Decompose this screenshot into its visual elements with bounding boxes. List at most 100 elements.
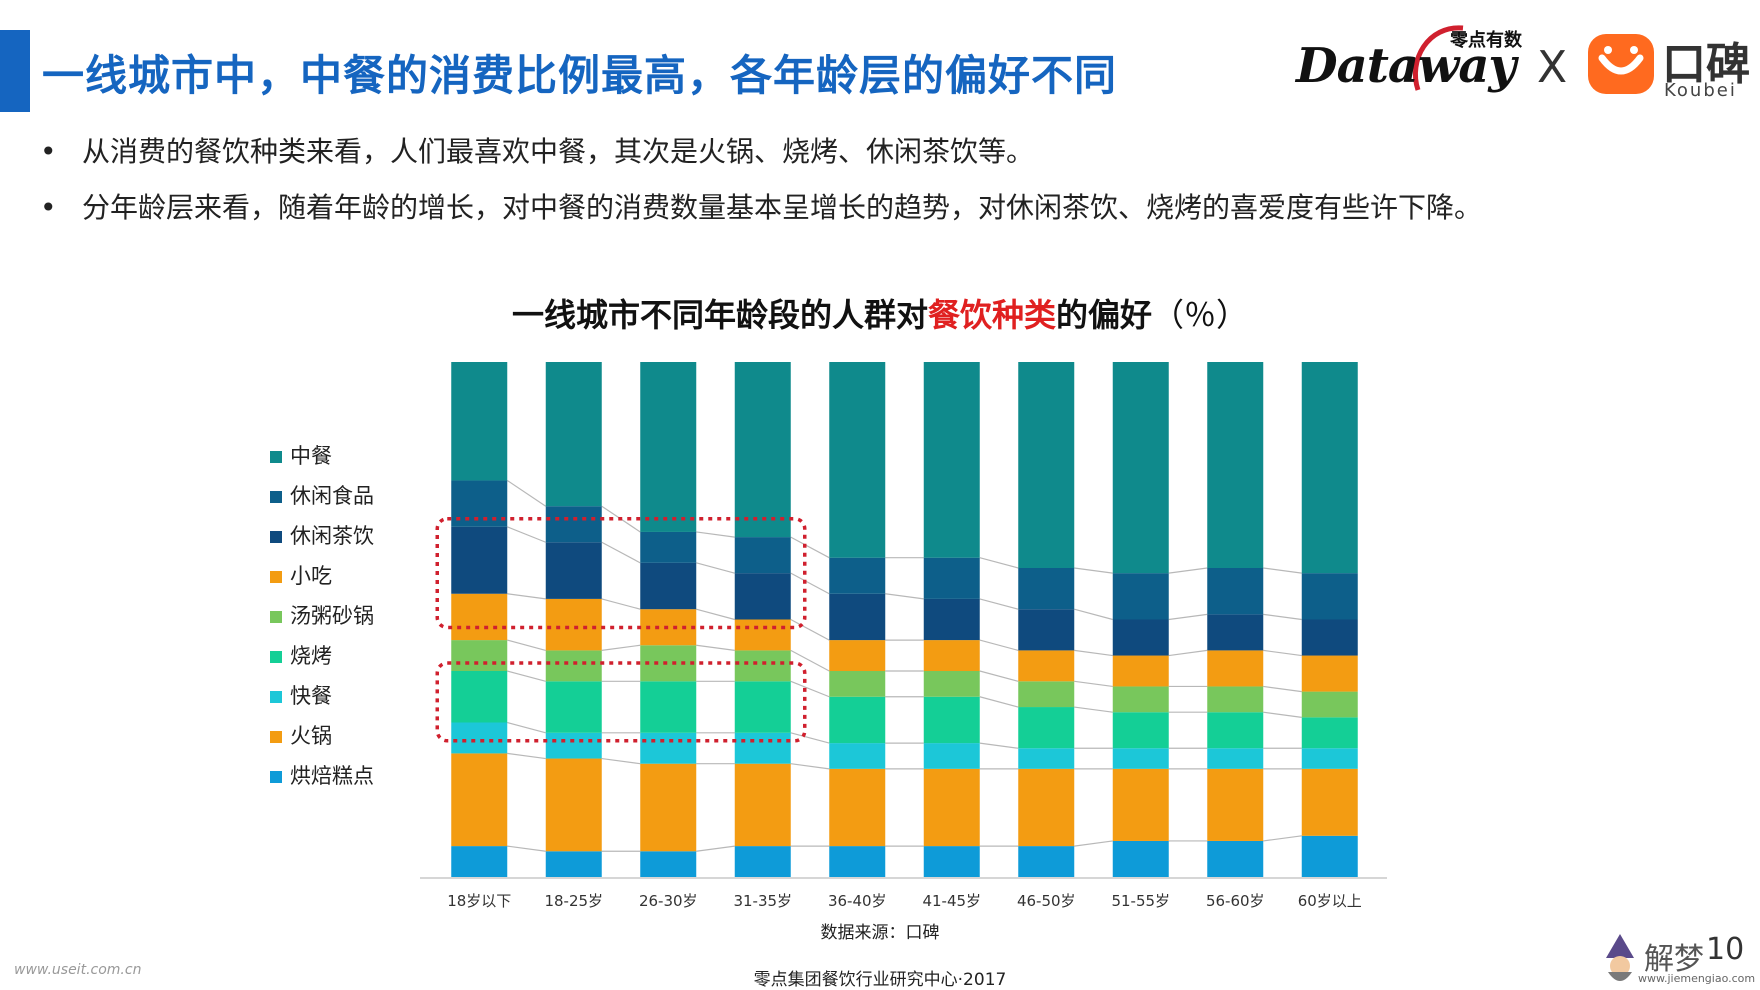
bar-segment [451, 722, 508, 754]
bullet-marker: • [40, 191, 57, 224]
dataway-logo: Dataway [1296, 38, 1516, 94]
segment-connector-line [979, 557, 1019, 569]
bar-segment [1301, 362, 1358, 574]
chart-title-unit: （％） [1152, 296, 1249, 334]
bar-segment [1018, 568, 1075, 610]
bar-segment [734, 573, 791, 620]
footer-text: 零点集团餐饮行业研究中心·2017 [753, 970, 1007, 990]
highlight-box [435, 661, 807, 743]
bar-segment [1018, 768, 1075, 847]
segment-connector-line [601, 598, 641, 610]
page-number: 10 [1706, 932, 1745, 967]
bar-segment [1018, 846, 1075, 877]
legend-label: 中餐 [290, 444, 332, 468]
segment-connector-line [979, 696, 1019, 708]
segment-connector-line [507, 670, 546, 682]
x-tick-label: 41-45岁 [922, 892, 981, 910]
bar-segment [451, 846, 508, 877]
bar-segment [1301, 655, 1358, 692]
logo-area: 零点有数 Dataway X 口碑 Koubei [1290, 14, 1750, 104]
bar-segment [1112, 619, 1169, 656]
x-tick-label: 51-55岁 [1111, 892, 1170, 910]
x-tick-label: 60岁以上 [1298, 892, 1362, 910]
segment-connector-line [507, 526, 546, 543]
segment-connector-line [1074, 840, 1113, 847]
segment-connector-line [790, 649, 830, 672]
bar-segment [1301, 691, 1358, 718]
segment-connector-line [790, 763, 830, 770]
segment-connector-line [507, 752, 546, 760]
bar-segment [923, 598, 980, 641]
bar-segment [1207, 568, 1264, 615]
segment-connector-line [979, 742, 1019, 749]
legend-label: 休闲茶饮 [290, 524, 374, 548]
bar-segment [734, 619, 791, 651]
segment-connector-line [1074, 706, 1113, 713]
koubei-logo-text: 口碑 [1662, 39, 1750, 90]
bar-segment [1301, 619, 1358, 656]
bar-segment [545, 732, 602, 759]
bar-segment [640, 531, 697, 563]
segment-connector-line [506, 479, 547, 507]
segment-connector-line [1074, 680, 1113, 688]
bar-segment [1018, 681, 1075, 708]
bullet-text: 从消费的餐饮种类来看，人们最喜欢中餐，其次是火锅、烧烤、休闲茶饮等。 [82, 135, 1035, 168]
legend-swatch [270, 531, 282, 543]
segment-connector-line [979, 670, 1019, 682]
dataway-swoosh-icon [1412, 25, 1464, 91]
segment-connector-line [696, 845, 735, 852]
segment-connector-line [1263, 649, 1302, 657]
x-tick-label: 36-40岁 [828, 892, 887, 910]
bar-segment [923, 557, 980, 599]
koubei-logo-subtext: Koubei [1664, 80, 1737, 101]
bar-segment [923, 671, 980, 697]
bullet-marker: • [40, 135, 57, 168]
chart-title: 一线城市不同年龄段的人群对餐饮种类的偏好（％） [0, 290, 1760, 336]
segment-connector-line [1074, 608, 1113, 621]
watermark-right-text: 解梦 [1644, 942, 1704, 977]
segment-connector-line [979, 639, 1019, 651]
bar-segment [1112, 768, 1169, 841]
bar-segment [640, 645, 697, 682]
bar-segment [451, 526, 508, 594]
segment-connector-line [1168, 649, 1208, 657]
bar-segment [923, 768, 980, 847]
segment-connector-line [1074, 649, 1113, 657]
bar-segment [451, 480, 508, 527]
watermark-right: 解梦 10 www.jiemengiao.com [1598, 932, 1758, 990]
segment-connector-line [696, 644, 735, 651]
bullet-text: 分年龄层来看，随着年龄的增长，对中餐的消费数量基本呈增长的趋势，对休闲茶饮、烧烤… [82, 191, 1483, 224]
segment-connector-line [601, 541, 641, 564]
bar-segment [923, 640, 980, 671]
legend-swatch [270, 571, 282, 583]
bar-segment [1207, 362, 1264, 568]
bar-segment [923, 743, 980, 769]
bar-segment [545, 506, 602, 543]
legend-swatch [270, 691, 282, 703]
bar-segment [640, 732, 697, 764]
bar-segment [923, 362, 980, 558]
bar-segment [734, 362, 791, 538]
bar-segment [829, 557, 886, 594]
bar-segment [1207, 768, 1264, 841]
x-tick-label: 18-25岁 [544, 892, 603, 910]
bar-segment [545, 851, 602, 877]
legend-label: 烧烤 [290, 644, 332, 668]
bar-segment [1207, 840, 1264, 877]
bar-segment [1301, 573, 1358, 620]
bar-segment [1018, 707, 1075, 749]
bar-segment [829, 846, 886, 877]
bar-segment [1207, 650, 1264, 687]
segment-connector-line [696, 608, 735, 621]
x-tick-label: 46-50岁 [1017, 892, 1076, 910]
segment-connector-line [790, 680, 830, 698]
bar-segment [1207, 748, 1264, 769]
bar-segment [1018, 650, 1075, 682]
watermark-left: www.useit.com.cn [14, 962, 142, 978]
bar-segment [640, 763, 697, 852]
legend-label: 烘焙糕点 [290, 764, 374, 788]
legend-swatch [270, 611, 282, 623]
logo-separator: X [1537, 42, 1568, 93]
x-tick-label: 56-60岁 [1206, 892, 1265, 910]
bar-segment [640, 851, 697, 877]
